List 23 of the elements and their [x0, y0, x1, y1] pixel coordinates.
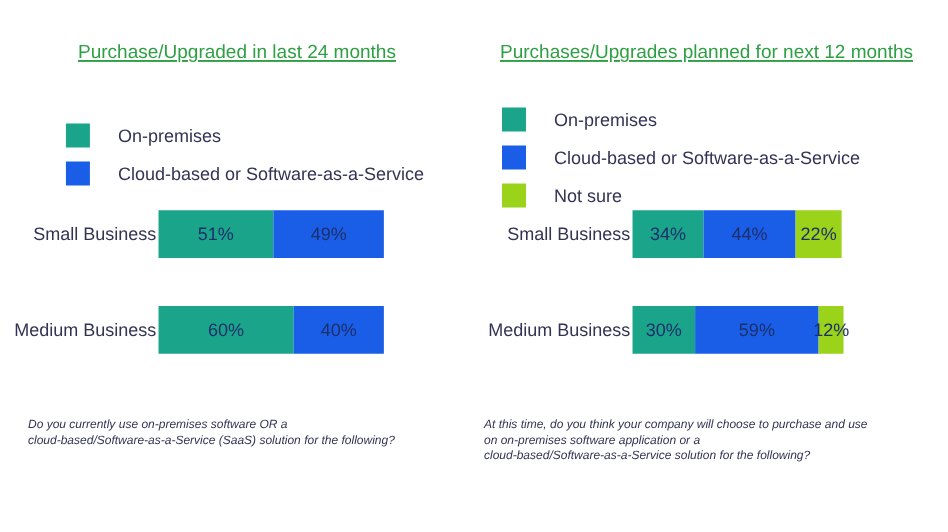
data-label: 34% [649, 224, 686, 245]
data-label: 44% [731, 224, 768, 245]
legend-label: On-premises [554, 110, 659, 131]
bar [703, 210, 796, 259]
y-tick-label: Small Business [507, 224, 632, 245]
bar [632, 210, 704, 259]
chart-title: Purchases/Upgrades planned for next 12 months [500, 42, 914, 64]
data-label: 59% [738, 319, 775, 340]
chart-title: Purchase/Upgraded in last 24 months [78, 42, 397, 64]
data-label: 51% [197, 224, 234, 245]
data-label: 22% [800, 224, 837, 245]
legend-label: Not sure [554, 186, 623, 207]
data-label: 60% [207, 319, 245, 340]
data-label: 49% [310, 224, 347, 245]
data-label: 30% [645, 319, 682, 340]
bar [632, 305, 696, 354]
y-tick-label: Medium Business [14, 320, 158, 341]
data-label: 40% [320, 319, 357, 340]
legend-label: Cloud-based or Software-as-a-Service [554, 148, 861, 169]
legend-label: Cloud-based or Software-as-a-Service [117, 164, 425, 185]
y-tick-label: Small Business [33, 224, 158, 245]
y-tick-label: Medium Business [488, 320, 632, 341]
legend-label: On-premises [117, 126, 222, 147]
